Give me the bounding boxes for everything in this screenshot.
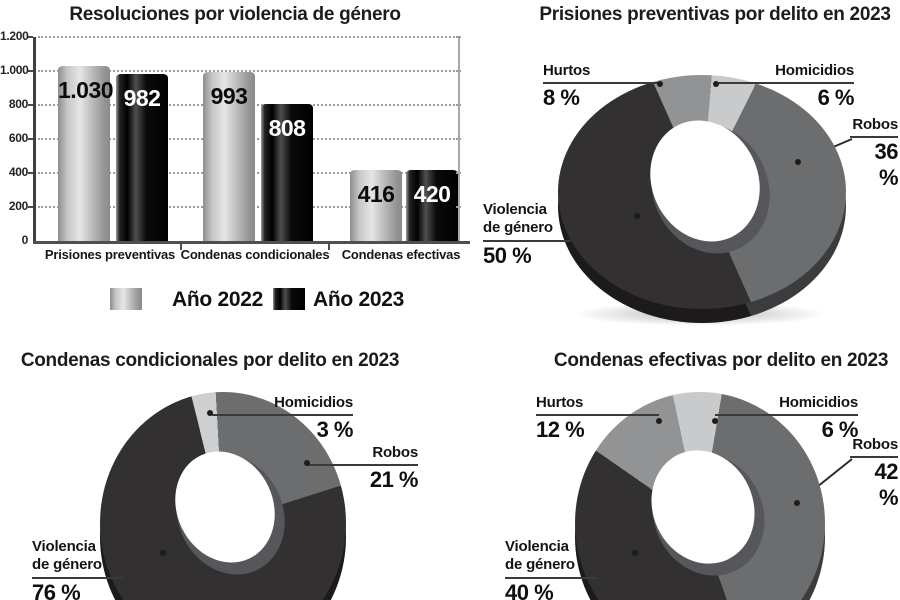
gridline	[38, 70, 459, 72]
donut-label-pct: 36 %	[874, 139, 899, 191]
y-axis-tick	[28, 36, 33, 38]
donut-label-pct: 21 %	[369, 467, 419, 493]
y-axis-label: 400	[8, 165, 28, 179]
donut-label-Homicidios: Homicidios 6 %	[715, 394, 859, 443]
y-axis-tick	[28, 172, 33, 174]
donut-label-pct: 12 %	[536, 417, 585, 443]
y-axis-tick	[28, 206, 33, 208]
leader-dot	[712, 418, 718, 424]
y-axis-label: 1.000	[0, 63, 29, 77]
bar-value-label: 1.030	[58, 77, 114, 103]
y-axis-label: 1.200	[0, 29, 29, 43]
donut-label-pct: 40 %	[505, 579, 554, 600]
y-axis-label: 800	[8, 97, 28, 111]
legend-label: Año 2022	[172, 288, 263, 311]
donut-label-name: Hurtos	[536, 394, 584, 411]
leader-dot	[632, 550, 638, 556]
donut-efectivas-title: Condenas efectivas por delito en 2023	[553, 350, 889, 371]
donut-label-rule	[483, 239, 571, 242]
donut-label-name: Violencia de género	[32, 538, 102, 574]
bar-category-label: Condenas efectivas	[341, 247, 461, 262]
gridline	[38, 36, 459, 38]
y-axis-tick	[28, 104, 33, 106]
leader-dot	[713, 81, 719, 87]
leader-dot	[634, 213, 640, 219]
donut-label-rule	[307, 464, 418, 467]
donut-label-name: Violencia de género	[505, 538, 575, 574]
bar-value-label: 993	[210, 83, 248, 109]
donut-label-rule	[212, 414, 353, 417]
donut-label-name: Robos	[852, 436, 898, 453]
donut-label-Robos: Robos 36 %	[850, 116, 899, 191]
donut-label-rule	[715, 414, 858, 417]
donut-label-Violencia-de-género: Violencia de género 76 %	[32, 538, 123, 600]
donut-prisiones-title: Prisiones preventivas por delito en 2023	[539, 4, 891, 25]
donut-label-name: Homicidios	[779, 394, 858, 411]
bar-Año-2022-2: 993	[203, 72, 255, 241]
leader-dot	[657, 81, 663, 87]
donut-label-rule	[543, 82, 660, 85]
donut-label-Hurtos: Hurtos 8 %	[543, 62, 660, 111]
y-axis-tick	[28, 70, 33, 72]
bar-value-label: 420	[413, 181, 451, 207]
bar-value-label: 982	[123, 85, 161, 111]
donut-label-name: Violencia de género	[483, 201, 553, 237]
donut-label-Hurtos: Hurtos 12 %	[536, 394, 659, 443]
y-axis-tick	[28, 138, 33, 140]
donut-label-name: Hurtos	[543, 62, 591, 79]
donut-label-pct: 3 %	[316, 417, 354, 443]
legend-label: Año 2023	[313, 288, 404, 311]
donut-label-rule	[536, 414, 659, 417]
right-axis-line	[458, 37, 460, 241]
donut-label-rule	[850, 136, 898, 139]
donut-label-pct: 42 %	[874, 459, 899, 511]
donut-label-name: Homicidios	[775, 62, 854, 79]
donut-label-name: Robos	[852, 116, 898, 133]
bar-Año-2023-1: 982	[116, 74, 168, 241]
bar-chart-title: Resoluciones por violencia de género	[69, 4, 401, 25]
bar-Año-2022-1: 1.030	[58, 66, 114, 241]
legend-swatch-Año-2023	[273, 288, 305, 310]
y-axis-label: 0	[21, 233, 29, 247]
donut-label-name: Robos	[372, 444, 418, 461]
leader-dot	[794, 500, 800, 506]
baseline-divider-tick	[180, 241, 182, 250]
donut-label-rule	[505, 576, 598, 579]
y-axis-label: 600	[8, 131, 28, 145]
donut-label-rule	[32, 576, 123, 579]
legend-swatch-Año-2022	[110, 288, 142, 310]
donut-label-Robos: Robos 21 %	[307, 444, 419, 493]
y-axis-label: 200	[8, 199, 28, 213]
bar-value-label: 808	[268, 115, 306, 141]
leader-dot	[304, 460, 310, 466]
baseline-divider-tick	[328, 241, 330, 250]
leader-dot	[795, 159, 801, 165]
donut-label-rule	[850, 456, 898, 459]
bar-Año-2023-3: 420	[406, 170, 458, 241]
donut-label-Violencia-de-género: Violencia de género 50 %	[483, 201, 571, 269]
x-axis-baseline	[33, 241, 470, 244]
donut-label-Homicidios: Homicidios 3 %	[212, 394, 354, 443]
leader-dot	[207, 410, 213, 416]
donut-label-Robos: Robos 42 %	[850, 436, 899, 511]
leader-dot	[160, 550, 166, 556]
donut-condicionales-title: Condenas condicionales por delito en 202…	[20, 350, 400, 371]
bar-plot-area: 1.030 982 993 808 416 420	[33, 36, 463, 241]
donut-label-name: Homicidios	[274, 394, 353, 411]
donut-label-rule	[716, 82, 854, 85]
bar-category-label: Condenas condicionales	[180, 247, 330, 262]
bar-category-label: Prisiones preventivas	[44, 247, 176, 262]
leader-dot	[656, 418, 662, 424]
donut-label-pct: 76 %	[32, 579, 81, 600]
donut-label-pct: 50 %	[483, 242, 532, 268]
bar-value-label: 416	[357, 181, 395, 207]
donut-label-pct: 6 %	[821, 417, 859, 443]
bar-Año-2022-3: 416	[350, 170, 402, 241]
donut-label-pct: 6 %	[817, 85, 855, 111]
donut-label-pct: 8 %	[543, 85, 580, 111]
donut-label-Homicidios: Homicidios 6 %	[716, 62, 855, 111]
donut-label-Violencia-de-género: Violencia de género 40 %	[505, 538, 598, 600]
bar-Año-2023-2: 808	[261, 104, 313, 241]
